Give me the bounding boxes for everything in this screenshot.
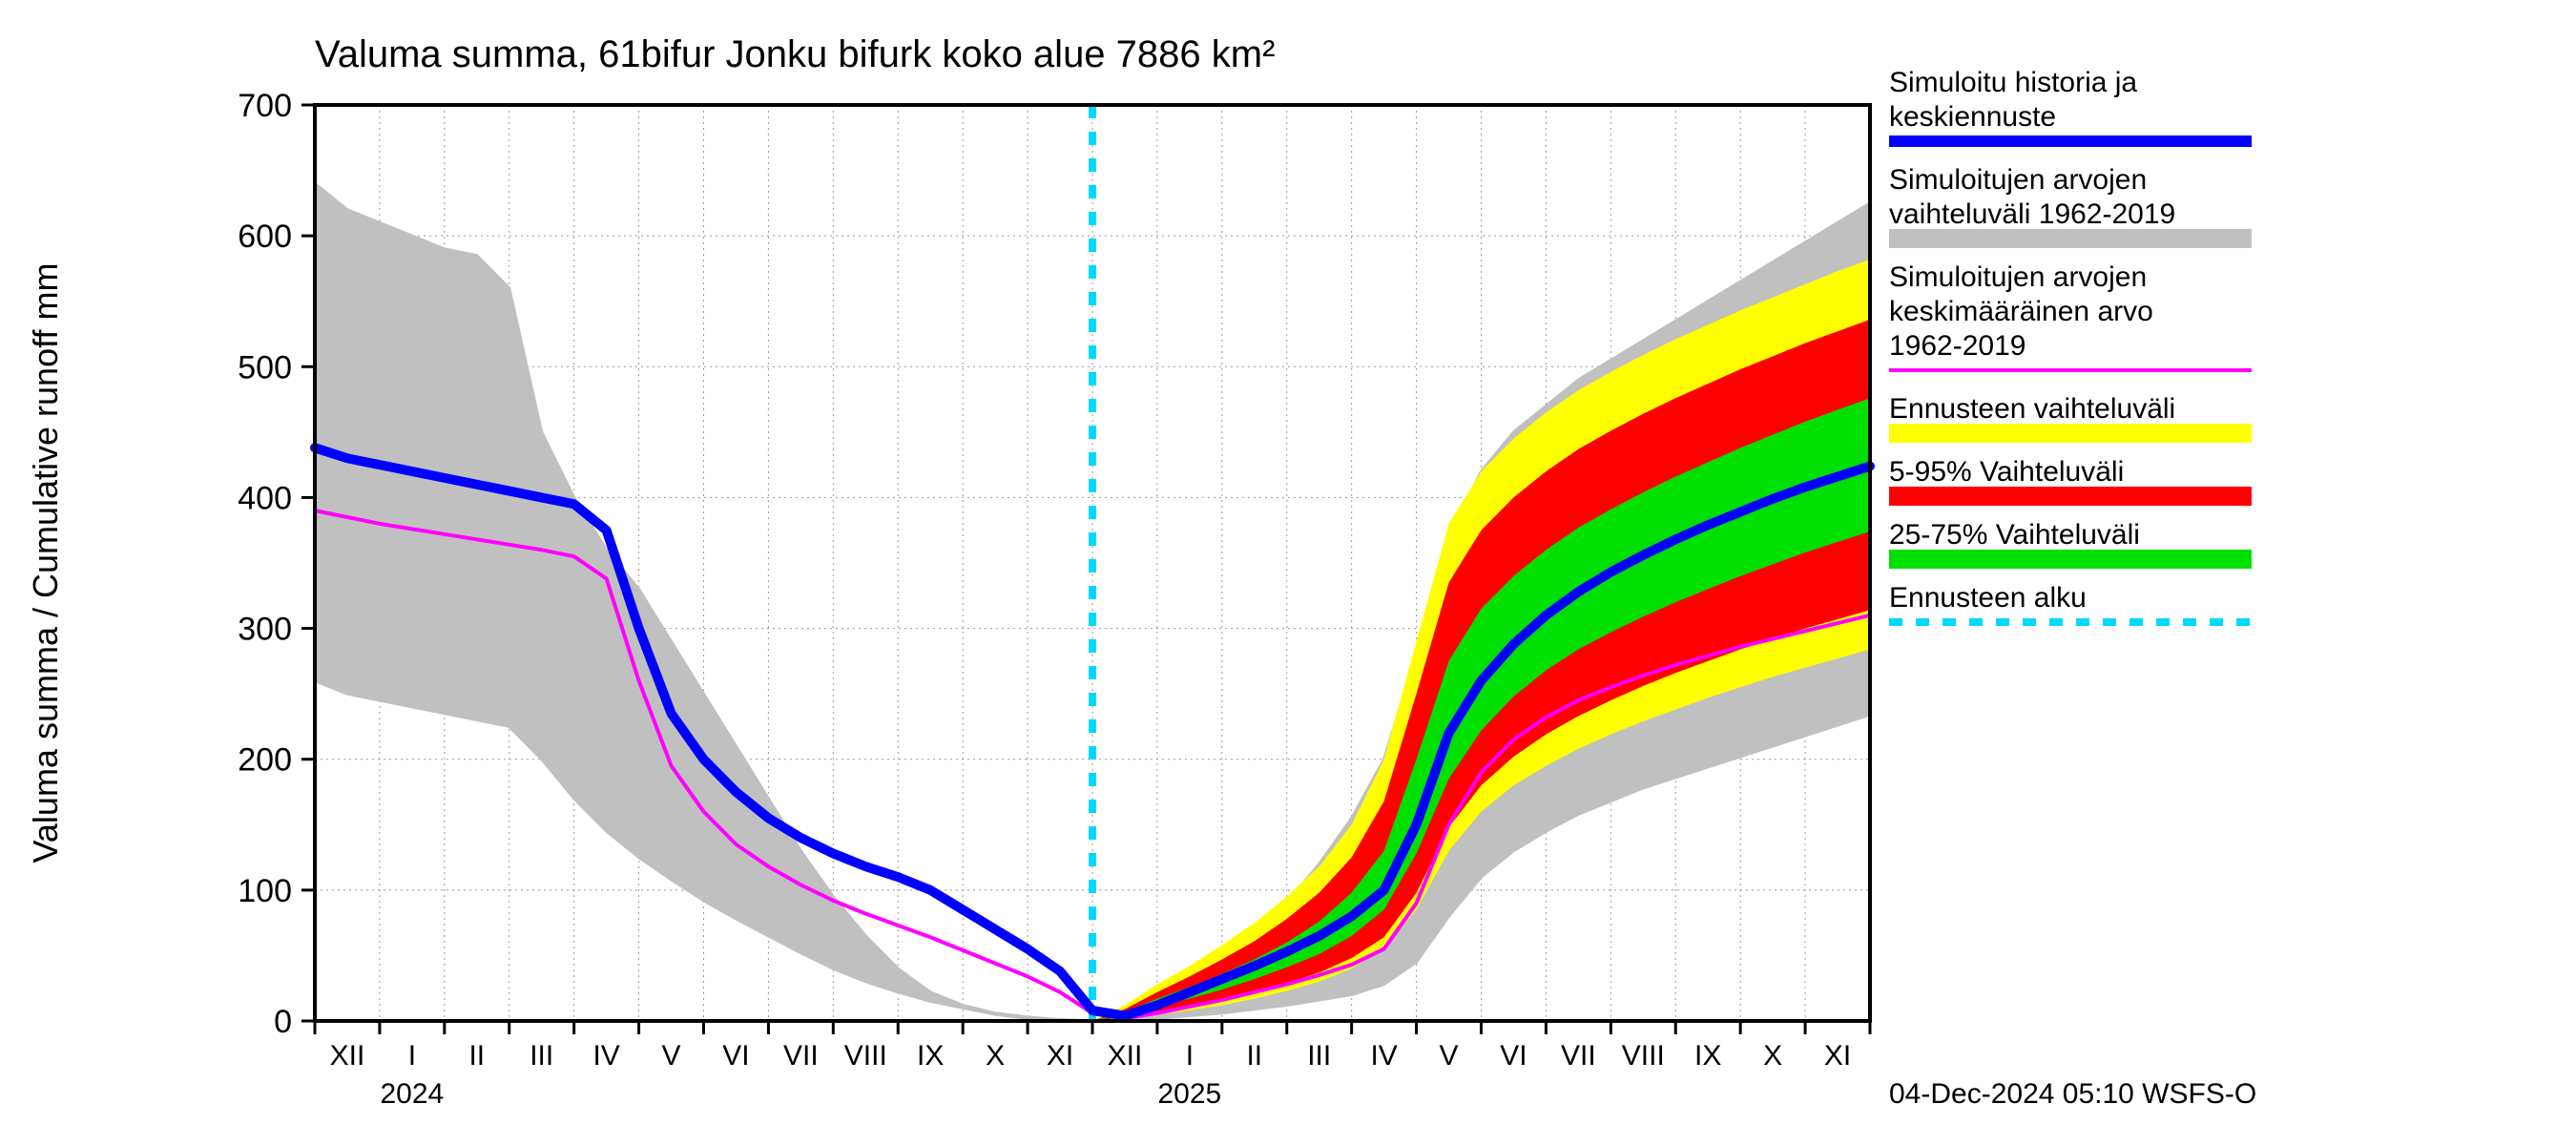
month-label: II <box>1246 1040 1262 1072</box>
month-label: II <box>468 1040 485 1072</box>
year-label: 2024 <box>381 1078 445 1110</box>
month-label: IV <box>1370 1040 1397 1072</box>
ytick-label: 400 <box>238 480 292 516</box>
month-label: I <box>1186 1040 1194 1072</box>
legend-label: 5-95% Vaihteluväli <box>1889 456 2124 488</box>
month-label: IX <box>1694 1040 1721 1072</box>
month-label: VII <box>1561 1040 1596 1072</box>
legend-label: vaihteluväli 1962-2019 <box>1889 198 2175 230</box>
month-label: VIII <box>1622 1040 1665 1072</box>
legend-swatch <box>1889 229 2252 248</box>
ytick-label: 700 <box>238 88 292 124</box>
month-label: V <box>662 1040 681 1072</box>
ytick-label: 500 <box>238 349 292 385</box>
legend-swatch <box>1889 550 2252 569</box>
legend-label: Simuloitu historia ja <box>1889 67 2137 98</box>
legend-label: Simuloitujen arvojen <box>1889 261 2147 293</box>
legend-label: 1962-2019 <box>1889 330 2025 362</box>
month-label: XI <box>1824 1040 1851 1072</box>
month-label: XII <box>330 1040 365 1072</box>
chart-title: Valuma summa, 61bifur Jonku bifurk koko … <box>315 33 1275 75</box>
legend-label: Simuloitujen arvojen <box>1889 164 2147 196</box>
month-label: X <box>1763 1040 1782 1072</box>
month-label: III <box>1307 1040 1331 1072</box>
y-axis-label: Valuma summa / Cumulative runoff mm <box>26 263 65 864</box>
month-label: VI <box>1500 1040 1527 1072</box>
legend-label: 25-75% Vaihteluväli <box>1889 519 2140 551</box>
month-label: I <box>408 1040 416 1072</box>
legend-swatch <box>1889 424 2252 443</box>
month-label: XI <box>1047 1040 1073 1072</box>
month-label: VII <box>783 1040 819 1072</box>
month-label: X <box>986 1040 1005 1072</box>
legend-label: Ennusteen alku <box>1889 582 2087 614</box>
legend-label: keskimääräinen arvo <box>1889 296 2153 327</box>
ytick-label: 600 <box>238 219 292 255</box>
year-label: 2025 <box>1158 1078 1222 1110</box>
footer-timestamp: 04-Dec-2024 05:10 WSFS-O <box>1889 1078 2256 1110</box>
ytick-label: 0 <box>274 1004 292 1040</box>
month-label: V <box>1440 1040 1459 1072</box>
month-label: XII <box>1108 1040 1143 1072</box>
month-label: III <box>530 1040 553 1072</box>
month-label: VI <box>722 1040 749 1072</box>
chart-svg: Valuma summa, 61bifur Jonku bifurk koko … <box>0 0 2576 1145</box>
legend-label: Ennusteen vaihteluväli <box>1889 393 2175 425</box>
legend-label: keskiennuste <box>1889 101 2056 133</box>
month-label: IV <box>592 1040 619 1072</box>
legend-swatch <box>1889 487 2252 506</box>
ytick-label: 100 <box>238 873 292 909</box>
month-label: VIII <box>844 1040 887 1072</box>
ytick-label: 300 <box>238 612 292 648</box>
cumulative-runoff-chart: Valuma summa, 61bifur Jonku bifurk koko … <box>0 0 2576 1145</box>
month-label: IX <box>917 1040 944 1072</box>
ytick-label: 200 <box>238 742 292 779</box>
